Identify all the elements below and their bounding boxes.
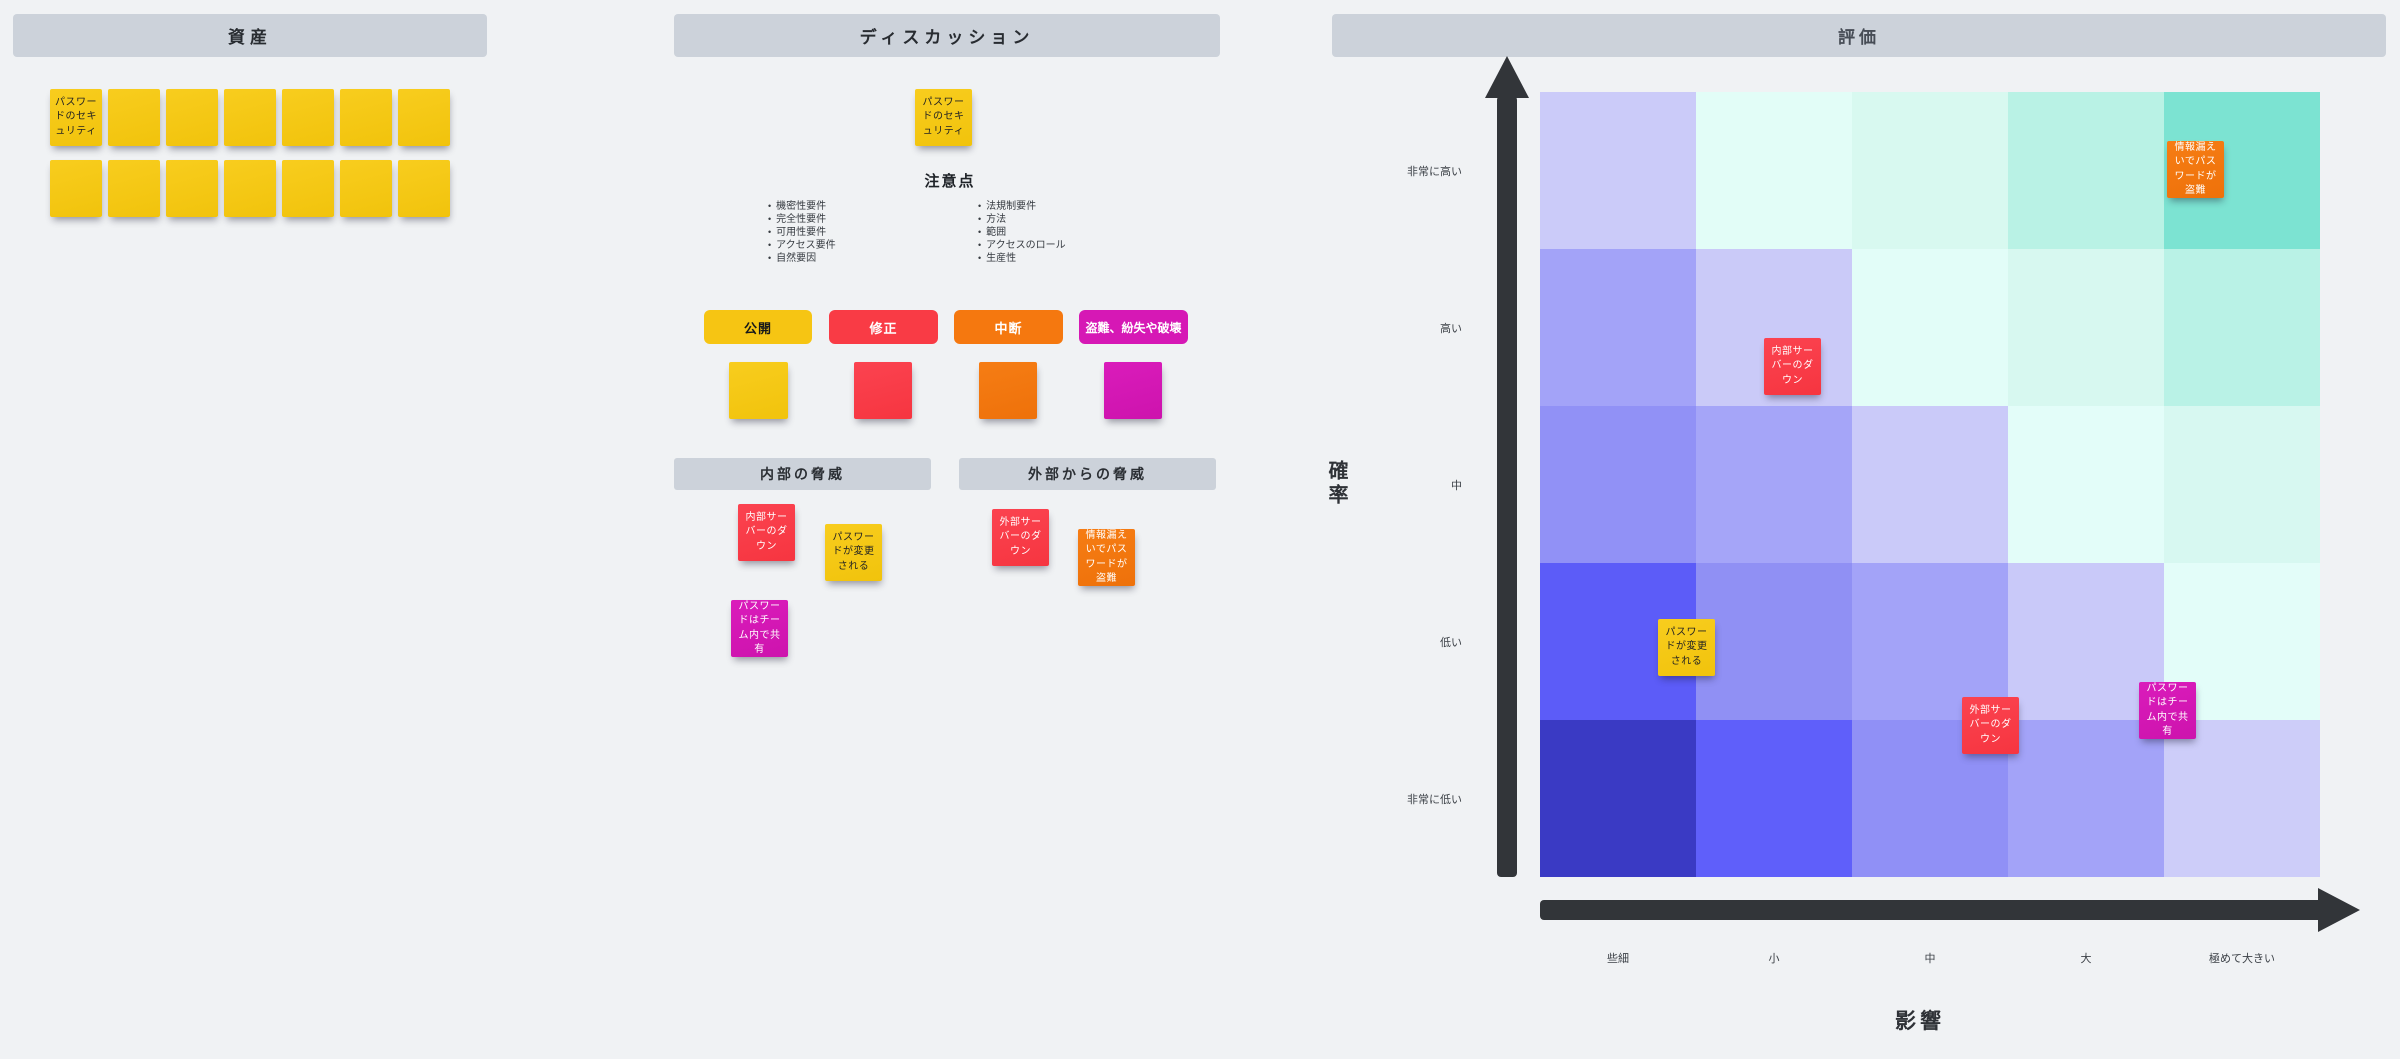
- sticky-note-info-leak[interactable]: 情報漏えいでパスワードが盗難: [1078, 529, 1135, 586]
- sticky-note-blank-red[interactable]: [854, 362, 912, 419]
- asset-sticky-note-blank[interactable]: [224, 89, 276, 146]
- chip-interrupt[interactable]: 中断: [954, 310, 1063, 344]
- asset-sticky-note-blank[interactable]: [166, 160, 218, 217]
- asset-sticky-note-blank[interactable]: [224, 160, 276, 217]
- bullet-item: 方法: [978, 213, 1066, 226]
- matrix-row-label: 高い: [1440, 323, 1462, 335]
- asset-sticky-note-blank[interactable]: [282, 160, 334, 217]
- probability-axis-arrow: [1497, 96, 1517, 877]
- sticky-note-blank-magenta[interactable]: [1104, 362, 1162, 419]
- matrix-row-label: 中: [1451, 480, 1462, 492]
- bullet-item: 完全性要件: [768, 213, 836, 226]
- matrix-note-internal-server-down[interactable]: 内部サーバーのダウン: [1764, 338, 1821, 395]
- matrix-cell[interactable]: [2008, 563, 2164, 720]
- matrix-col-label: 極めて大きい: [2209, 953, 2275, 965]
- sticky-note-password-security[interactable]: パスワードのセキュリティ: [915, 89, 972, 146]
- section-title-evaluation: 評価: [1838, 28, 1880, 47]
- matrix-cell[interactable]: [1696, 563, 1852, 720]
- matrix-cell[interactable]: [1696, 720, 1852, 877]
- section-header-discussion[interactable]: ディスカッション: [674, 14, 1220, 57]
- matrix-cell[interactable]: [1696, 92, 1852, 249]
- matrix-col-label: 些細: [1607, 953, 1629, 965]
- x-axis-label: 影響: [1895, 1010, 1945, 1033]
- matrix-note-external-server-down[interactable]: 外部サーバーのダウン: [1962, 697, 2019, 754]
- asset-sticky-note-blank[interactable]: [340, 160, 392, 217]
- asset-sticky-note-blank[interactable]: [166, 89, 218, 146]
- section-header-assets[interactable]: 資産: [13, 14, 487, 57]
- header-external-threats[interactable]: 外部からの脅威: [959, 458, 1216, 490]
- matrix-row-label: 非常に低い: [1407, 794, 1462, 806]
- matrix-cell[interactable]: [2164, 720, 2320, 877]
- asset-sticky-note-blank[interactable]: [398, 89, 450, 146]
- section-title-discussion: ディスカッション: [859, 28, 1035, 47]
- sticky-note-external-server-down[interactable]: 外部サーバーのダウン: [992, 509, 1049, 566]
- risk-matrix: [1540, 92, 2320, 877]
- matrix-cell[interactable]: [2008, 720, 2164, 877]
- bullet-item: 範囲: [978, 226, 1066, 239]
- sticky-note-internal-server-down[interactable]: 内部サーバーのダウン: [738, 504, 795, 561]
- bullet-item: 可用性要件: [768, 226, 836, 239]
- matrix-cell[interactable]: [1852, 563, 2008, 720]
- matrix-row-labels: 非常に高い高い中低い非常に低い: [1332, 92, 1462, 877]
- bullet-item: アクセスのロール: [978, 239, 1066, 252]
- matrix-col-labels: 些細 小 中 大 極めて大きい: [1540, 950, 2320, 966]
- asset-sticky-note[interactable]: パスワードのセキュリティ: [50, 89, 102, 146]
- header-internal-threats[interactable]: 内部の脅威: [674, 458, 931, 490]
- bullet-item: 自然要因: [768, 252, 836, 265]
- matrix-cell[interactable]: [1696, 406, 1852, 563]
- asset-sticky-note-blank[interactable]: [108, 89, 160, 146]
- probability-axis-arrowhead-icon: [1485, 56, 1529, 98]
- matrix-col-label: 大: [2080, 953, 2092, 965]
- matrix-cell[interactable]: [1852, 92, 2008, 249]
- section-header-evaluation[interactable]: 評価: [1332, 14, 2386, 57]
- sticky-note-blank-yellow[interactable]: [729, 362, 788, 419]
- matrix-note-password-changed[interactable]: パスワードが変更される: [1658, 619, 1715, 676]
- bullet-item: 機密性要件: [768, 200, 836, 213]
- asset-sticky-note-blank[interactable]: [398, 160, 450, 217]
- matrix-cell[interactable]: [2164, 406, 2320, 563]
- asset-sticky-note-blank[interactable]: [340, 89, 392, 146]
- caution-list-left: 機密性要件完全性要件可用性要件アクセス要件自然要因: [768, 200, 836, 265]
- asset-sticky-note-blank[interactable]: [282, 89, 334, 146]
- matrix-cell[interactable]: [1540, 720, 1696, 877]
- matrix-row-label: 非常に高い: [1407, 166, 1462, 178]
- caution-list-right: 法規制要件方法範囲アクセスのロール生産性: [978, 200, 1066, 265]
- matrix-row-label: 低い: [1440, 637, 1462, 649]
- caution-points-heading: 注意点: [924, 173, 976, 190]
- matrix-col-label: 小: [1768, 953, 1780, 965]
- matrix-cell[interactable]: [2164, 249, 2320, 406]
- matrix-cell[interactable]: [2008, 92, 2164, 249]
- y-axis-label: 確率: [1325, 460, 1347, 508]
- matrix-cell[interactable]: [1540, 249, 1696, 406]
- chip-modify[interactable]: 修正: [829, 310, 938, 344]
- bullet-item: アクセス要件: [768, 239, 836, 252]
- impact-axis-arrowhead-icon: [2318, 888, 2360, 932]
- matrix-cell[interactable]: [1540, 92, 1696, 249]
- matrix-cell[interactable]: [1540, 406, 1696, 563]
- matrix-note-password-shared[interactable]: パスワードはチーム内で共有: [2139, 682, 2196, 739]
- asset-notes-grid: パスワードのセキュリティ: [50, 89, 450, 217]
- impact-axis-arrow: [1540, 900, 2322, 920]
- asset-sticky-note-blank[interactable]: [50, 160, 102, 217]
- bullet-item: 生産性: [978, 252, 1066, 265]
- asset-sticky-note-blank[interactable]: [108, 160, 160, 217]
- matrix-note-info-leak[interactable]: 情報漏えいでパスワードが盗難: [2167, 141, 2224, 198]
- chip-publish[interactable]: 公開: [704, 310, 812, 344]
- section-title-assets: 資産: [228, 28, 272, 47]
- bullet-item: 法規制要件: [978, 200, 1066, 213]
- matrix-cell[interactable]: [2008, 249, 2164, 406]
- matrix-col-label: 中: [1924, 953, 1936, 965]
- matrix-cell[interactable]: [1852, 406, 2008, 563]
- sticky-note-password-shared[interactable]: パスワードはチーム内で共有: [731, 600, 788, 657]
- matrix-cell[interactable]: [1852, 249, 2008, 406]
- sticky-note-blank-orange[interactable]: [979, 362, 1037, 419]
- matrix-cell[interactable]: [2008, 406, 2164, 563]
- sticky-note-password-changed[interactable]: パスワードが変更される: [825, 524, 882, 581]
- chip-theft-loss-destruction[interactable]: 盗難、紛失や破壊: [1079, 310, 1188, 344]
